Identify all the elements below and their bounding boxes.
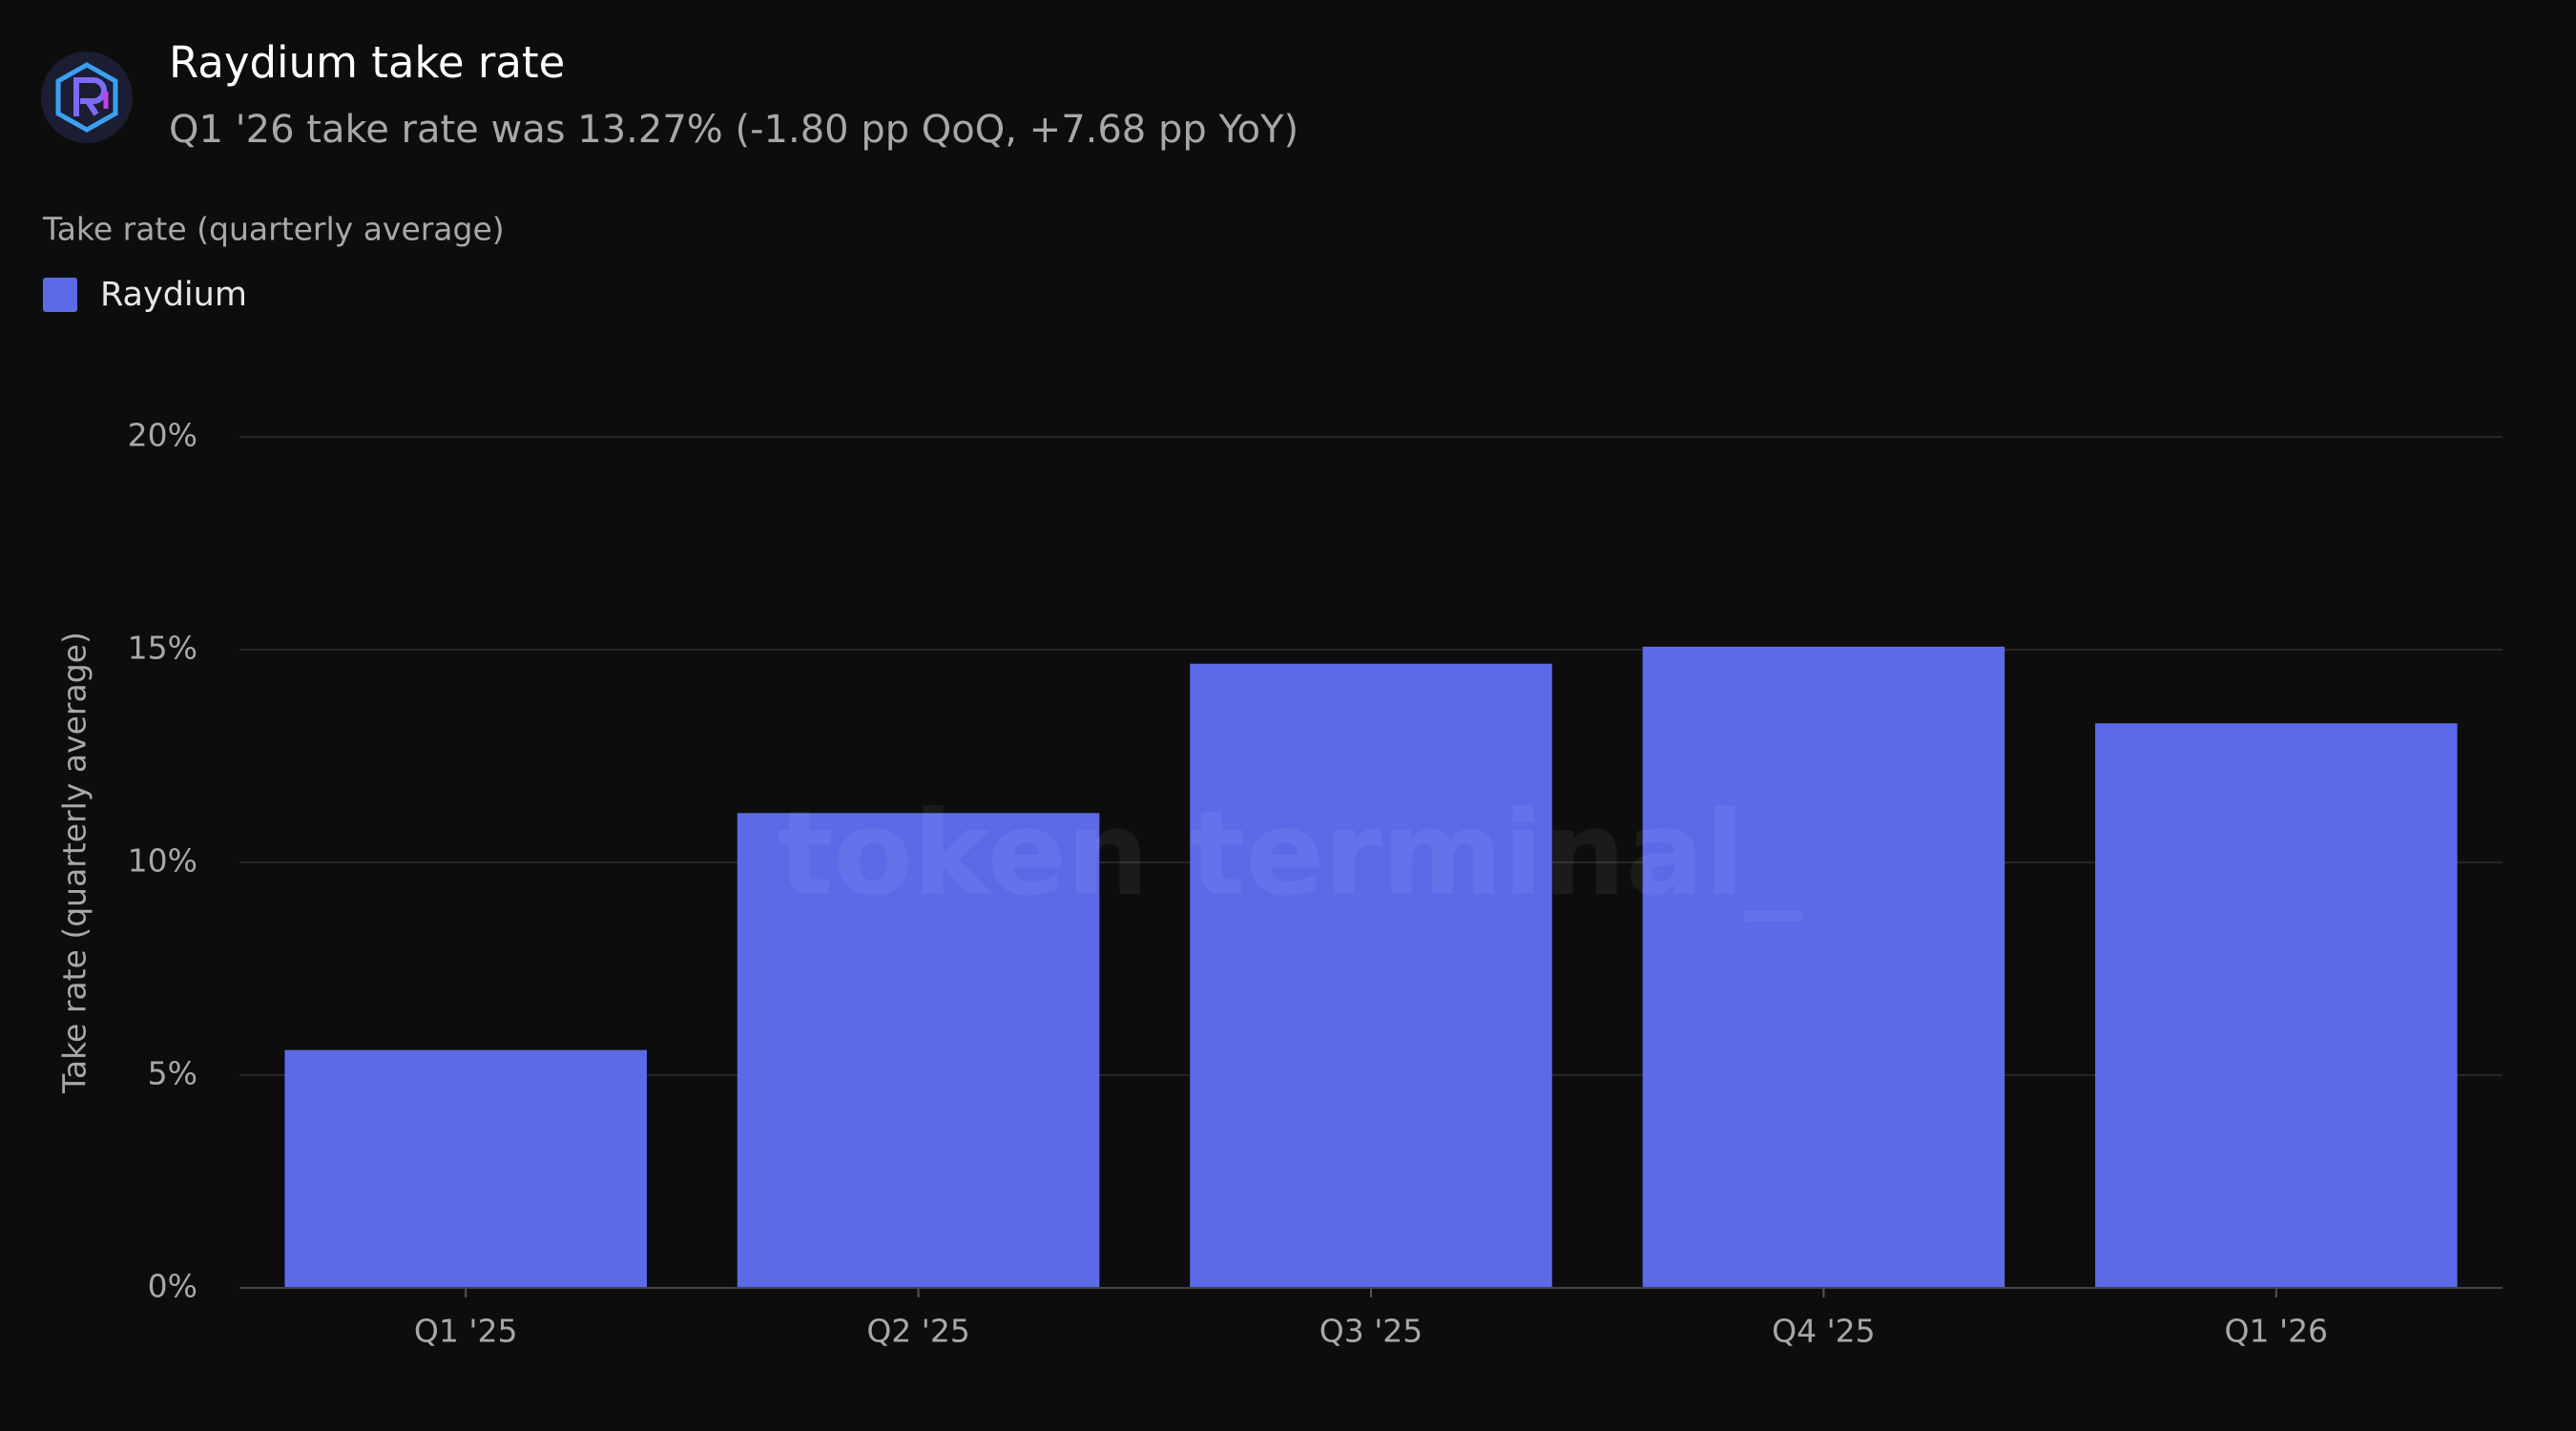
y-tick-label: 15% <box>128 630 197 667</box>
y-tick-label: 0% <box>148 1268 197 1305</box>
y-tick-label: 20% <box>128 417 197 454</box>
chart-subtitle: Q1 '26 take rate was 13.27% (-1.80 pp Qo… <box>169 108 1298 152</box>
y-tick-label: 5% <box>148 1055 197 1092</box>
y-tick-label: 10% <box>128 842 197 880</box>
legend-label: Raydium <box>100 276 247 314</box>
legend-title: Take rate (quarterly average) <box>42 211 505 248</box>
bar <box>2095 723 2458 1288</box>
bar <box>1642 646 2005 1288</box>
legend-swatch <box>43 278 77 312</box>
x-tick-label: Q1 '25 <box>414 1313 518 1350</box>
x-tick-label: Q4 '25 <box>1772 1313 1876 1350</box>
x-tick-label: Q2 '25 <box>866 1313 970 1350</box>
watermark: token terminal_ <box>778 786 1802 922</box>
bar <box>1190 663 1552 1288</box>
x-tick-label: Q3 '25 <box>1319 1313 1423 1350</box>
logo <box>41 52 133 143</box>
bar <box>737 813 1100 1288</box>
y-axis-label: Take rate (quarterly average) <box>56 632 93 1094</box>
bar <box>284 1049 647 1288</box>
chart-title: Raydium take rate <box>169 37 565 88</box>
x-tick-label: Q1 '26 <box>2225 1313 2329 1350</box>
